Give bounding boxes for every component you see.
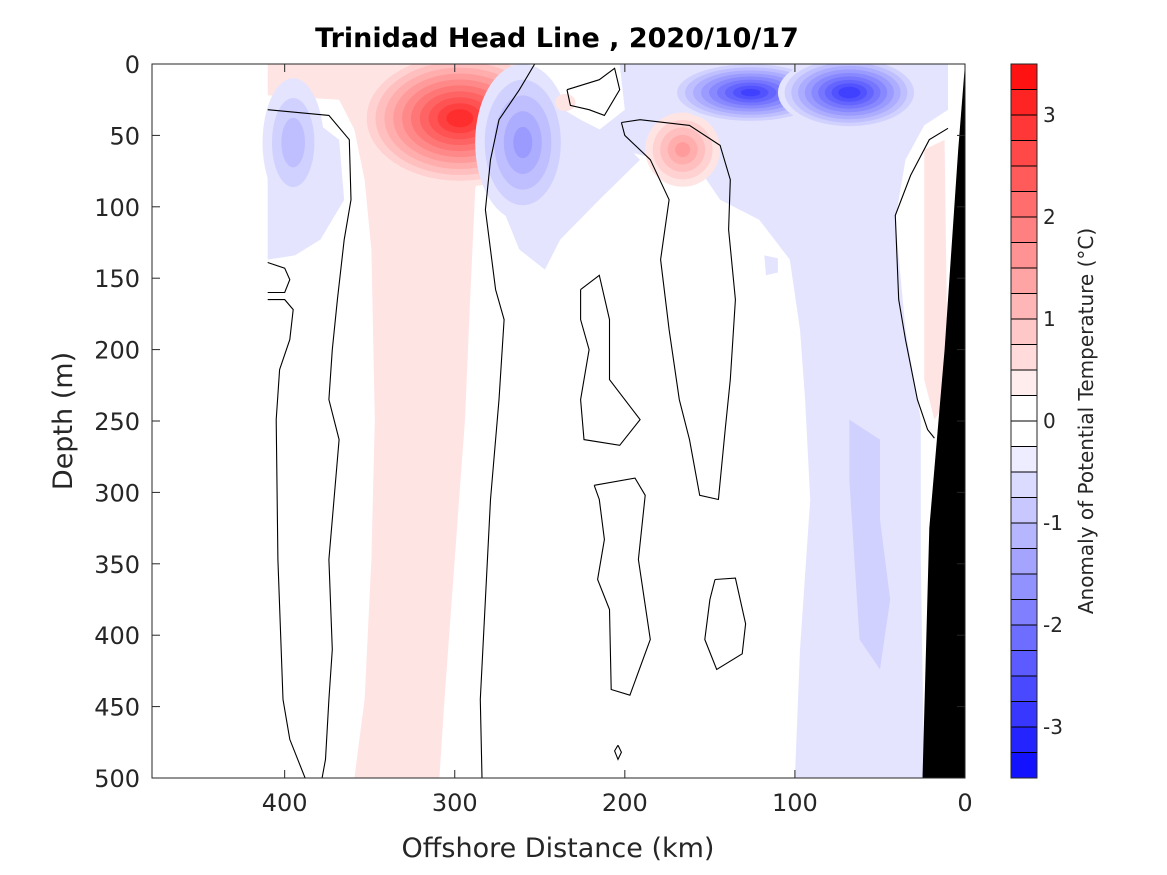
colorbar-segment	[1010, 446, 1038, 473]
contour-band	[555, 93, 576, 112]
y-tick-label: 450	[94, 694, 140, 722]
zero-contour	[479, 64, 536, 778]
zero-contour	[267, 109, 352, 778]
filled-contours	[262, 64, 948, 778]
zero-contour	[894, 127, 949, 439]
contour-band	[446, 109, 474, 128]
contour-band	[267, 64, 510, 778]
contour-band	[740, 88, 761, 97]
x-tick-label: 100	[772, 789, 818, 817]
colorbar-segment	[1010, 114, 1038, 141]
colorbar-segment	[1010, 650, 1038, 677]
y-tick-label: 400	[94, 622, 140, 650]
colorbar-label: Anomaly of Potential Temperature (°C)	[1074, 228, 1098, 614]
y-tick-label: 300	[94, 479, 140, 507]
contour-band	[838, 86, 861, 99]
colorbar-segment	[1010, 395, 1038, 422]
colorbar-tick-label: -1	[1043, 511, 1063, 535]
contour-band	[281, 117, 306, 168]
contour-band	[513, 126, 533, 159]
x-tick-label: 400	[262, 789, 308, 817]
colorbar-segment	[1010, 89, 1038, 116]
y-tick-label: 0	[125, 51, 140, 79]
x-tick-label: 0	[957, 789, 972, 817]
colorbar-segment	[1010, 63, 1038, 90]
colorbar-segment	[1010, 573, 1038, 600]
colorbar-tick-label: 0	[1043, 409, 1056, 433]
colorbar-segment	[1010, 726, 1038, 753]
zero-contour	[267, 261, 291, 294]
colorbar-segment	[1010, 191, 1038, 218]
colorbar-segment	[1010, 752, 1038, 779]
contour-band	[764, 255, 778, 276]
colorbar-segment	[1010, 293, 1038, 320]
zero-contour	[566, 67, 621, 117]
colorbar-segment	[1010, 599, 1038, 626]
colorbar-segment	[1010, 242, 1038, 269]
colorbar-segment	[1010, 369, 1038, 396]
y-tick-label: 150	[94, 265, 140, 293]
contour-band	[675, 142, 691, 158]
colorbar-segment	[1010, 318, 1038, 345]
zero-contour	[267, 299, 306, 778]
colorbar-segment	[1010, 471, 1038, 498]
colorbar-segment	[1010, 497, 1038, 524]
zero-contour-lines	[267, 64, 949, 778]
contour-band	[849, 419, 891, 670]
zero-contour	[620, 119, 736, 501]
colorbar-tick-label: 3	[1043, 103, 1056, 127]
bathymetry-shape	[922, 64, 965, 778]
colorbar-segment	[1010, 420, 1038, 447]
y-tick-label: 100	[94, 194, 140, 222]
contour-band	[599, 64, 948, 778]
colorbar-segment	[1010, 267, 1038, 294]
contour-band	[924, 139, 948, 420]
y-tick-label: 350	[94, 551, 140, 579]
colorbar-frame	[1010, 63, 1038, 779]
zero-contour	[704, 577, 747, 671]
colorbar-tick-label: -3	[1043, 715, 1063, 739]
colorbar: 3 2 1 0 -1 -2 -3	[1010, 63, 1063, 779]
y-tick-label: 200	[94, 337, 140, 365]
colorbar-segment	[1010, 675, 1038, 702]
bathymetry	[922, 64, 965, 778]
y-tick-label: 50	[109, 122, 140, 150]
colorbar-tick-label: 1	[1043, 307, 1056, 331]
colorbar-segment	[1010, 344, 1038, 371]
colorbar-segment	[1010, 701, 1038, 728]
colorbar-segment	[1010, 548, 1038, 575]
colorbar-segment	[1010, 624, 1038, 651]
zero-contour	[580, 274, 641, 446]
y-axis-label: Depth (m)	[48, 352, 79, 490]
colorbar-segment	[1010, 216, 1038, 243]
axes: 400 300 200 100 0 0 50 100 150 200 250 300 350 400 450…	[94, 51, 972, 817]
colorbar-segment	[1010, 165, 1038, 192]
zero-contour	[593, 477, 651, 696]
chart-title: Trinidad Head Line , 2020/10/17	[315, 23, 799, 54]
x-tick-label: 200	[602, 789, 648, 817]
x-tick-label: 300	[432, 789, 478, 817]
colorbar-segment	[1010, 522, 1038, 549]
colorbar-tick-label: -2	[1043, 613, 1063, 637]
x-axis-label: Offshore Distance (km)	[402, 833, 715, 864]
y-tick-label: 500	[94, 765, 140, 793]
zero-contour	[613, 744, 623, 761]
colorbar-tick-label: 2	[1043, 205, 1056, 229]
y-tick-label: 250	[94, 408, 140, 436]
colorbar-segment	[1010, 140, 1038, 167]
